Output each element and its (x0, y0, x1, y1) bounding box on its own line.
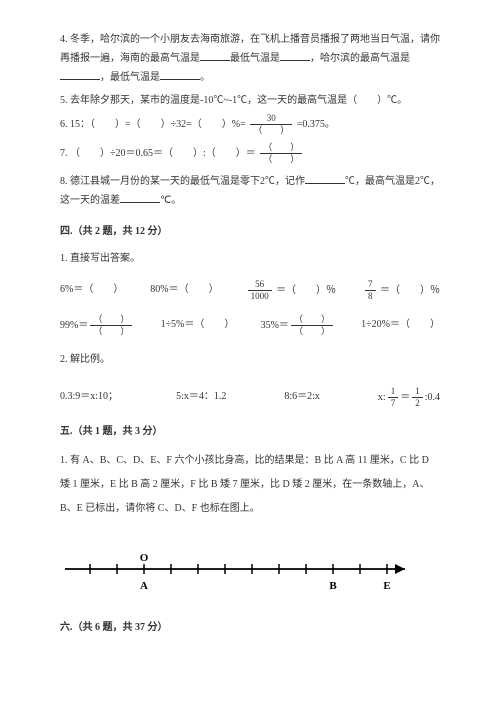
frac-num: （ ） (260, 143, 302, 153)
blank (280, 50, 310, 61)
label-b: B (329, 580, 337, 592)
question-4: 4. 冬季，哈尔滨的一个小朋友去海南旅游，在飞机上播音员播报了两地当日气温，请你… (60, 30, 440, 87)
expr: 1÷5%＝（ ） (161, 315, 235, 336)
q8-text: 8. 德江县城一月份的某一天的最低气温是零下2℃，记作 (60, 176, 305, 187)
q8-text: ℃。 (160, 195, 181, 206)
blank (305, 173, 345, 184)
question-6: 6. 15：（ ）=（ ）÷32=（ ）%= 30 （ ） =0.375。 (60, 114, 440, 135)
frac-den: （ ） (291, 325, 333, 336)
expr-label: 35%＝ (261, 320, 289, 331)
q6-text: 6. 15：（ ）=（ ）÷32=（ ）%= (60, 119, 248, 130)
q4-text: 最低气温是 (230, 53, 280, 64)
q5-text: 5. 去年除夕那天，某市的温度是-10℃~-1℃，这一天的最高气温是（ ）℃。 (60, 95, 407, 106)
sec4-q1-label: 1. 直接写出答案。 (60, 249, 440, 268)
expr-rest: ＝（ ）％ (378, 285, 441, 296)
calc-row-1: 6%＝（ ） 80%＝（ ） 56 1000 ＝（ ）％ 7 8 ＝（ ）％ (60, 280, 440, 301)
expr: 8:6＝2:x (284, 387, 320, 408)
frac-den: （ ） (250, 124, 292, 135)
frac-num: （ ） (291, 315, 333, 325)
frac-den: 7 (388, 397, 399, 408)
frac-num: 1 (412, 387, 423, 397)
question-8: 8. 德江县城一月份的某一天的最低气温是零下2℃，记作℃，最高气温是2℃，这一天… (60, 172, 440, 210)
fraction: 56 1000 (248, 280, 272, 301)
blank (160, 69, 200, 80)
frac-den: 2 (412, 397, 423, 408)
label-a: A (140, 580, 148, 592)
label-o: O (140, 552, 149, 564)
proportion-row: 0.3:9＝x:10； 5:x＝4：1.2 8:6＝2:x x:17＝12:0.… (60, 387, 440, 408)
blank (60, 69, 100, 80)
fraction: 12 (412, 387, 423, 408)
blank (120, 192, 160, 203)
q4-text: 。 (200, 72, 210, 83)
fraction: （ ）（ ） (90, 315, 132, 336)
expr: 56 1000 ＝（ ）％ (246, 280, 337, 301)
calc-row-2: 99%＝（ ）（ ） 1÷5%＝（ ） 35%＝（ ）（ ） 1÷20%＝（ ） (60, 315, 440, 336)
e4a: x: (378, 392, 386, 403)
expr: 0.3:9＝x:10； (60, 387, 118, 408)
frac-den: 1000 (248, 290, 272, 301)
sec5-q1-text: 1. 有 A、B、C、D、E、F 六个小孩比身高，比的结果是：B 比 A 高 1… (60, 455, 429, 514)
e4b: ＝ (400, 392, 410, 403)
q7-text: 7. （ ）÷20＝0.65＝（ ）:（ ）＝ (60, 148, 258, 159)
sec4-q2-label: 2. 解比例。 (60, 350, 440, 369)
question-5: 5. 去年除夕那天，某市的温度是-10℃~-1℃，这一天的最高气温是（ ）℃。 (60, 91, 440, 110)
q6-text: =0.375。 (297, 119, 335, 130)
number-line-figure: O A B E (60, 549, 440, 606)
frac-num: 30 (250, 114, 292, 124)
frac-num: 56 (248, 280, 272, 290)
expr: 80%＝（ ） (150, 280, 218, 301)
section-5-heading: 五.（共 1 题，共 3 分） (60, 422, 440, 441)
expr: x:17＝12:0.4 (378, 387, 440, 408)
frac-num: （ ） (90, 315, 132, 325)
q4-text: ，最低气温是 (100, 72, 160, 83)
fraction: 7 8 (365, 280, 376, 301)
section-4-heading: 四.（共 2 题，共 12 分） (60, 222, 440, 241)
fraction: 17 (388, 387, 399, 408)
expr: 99%＝（ ）（ ） (60, 315, 134, 336)
frac-den: 8 (365, 290, 376, 301)
section-6-heading: 六.（共 6 题，共 37 分） (60, 618, 440, 637)
label-e: E (383, 580, 390, 592)
sec5-q1: 1. 有 A、B、C、D、E、F 六个小孩比身高，比的结果是：B 比 A 高 1… (60, 449, 440, 521)
fraction: （ ） （ ） (260, 143, 302, 164)
blank (200, 50, 230, 61)
expr-rest: ＝（ ）％ (274, 285, 337, 296)
number-line-svg: O A B E (60, 549, 420, 599)
expr: 35%＝（ ）（ ） (261, 315, 335, 336)
frac-num: 1 (388, 387, 399, 397)
expr-label: 99%＝ (60, 320, 88, 331)
fraction: （ ）（ ） (291, 315, 333, 336)
expr: 6%＝（ ） (60, 280, 123, 301)
fraction: 30 （ ） (250, 114, 292, 135)
frac-den: （ ） (260, 153, 302, 164)
e4c: :0.4 (425, 392, 440, 403)
arrow-head-icon (395, 564, 405, 574)
question-7: 7. （ ）÷20＝0.65＝（ ）:（ ）＝ （ ） （ ） (60, 143, 440, 164)
frac-den: （ ） (90, 325, 132, 336)
q4-text: ，哈尔滨的最高气温是 (310, 53, 410, 64)
expr: 1÷20%＝（ ） (361, 315, 440, 336)
expr: 7 8 ＝（ ）％ (363, 280, 440, 301)
frac-num: 7 (365, 280, 376, 290)
expr: 5:x＝4：1.2 (176, 387, 226, 408)
